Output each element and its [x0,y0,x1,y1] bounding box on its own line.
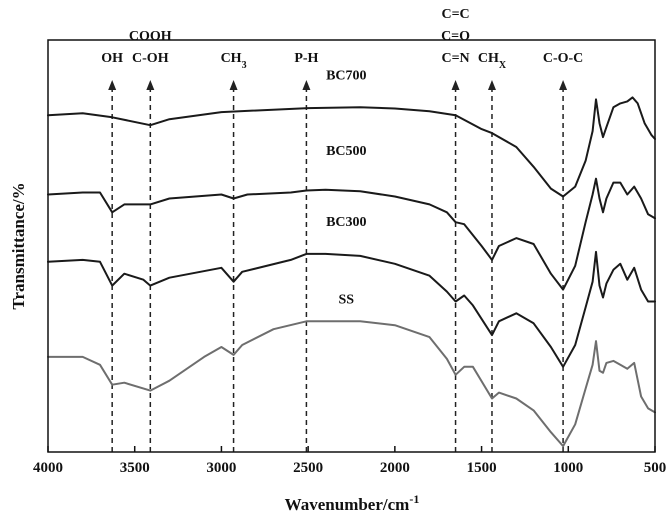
x-tick-label: 3500 [120,460,150,476]
band-label: CHX [478,51,507,71]
series-labels: BC700 BC500 BC300 SS [326,69,366,308]
band-labels: OH COOH C-OH CH3 P-H C=C C=O C=N CHX C-O-C [101,7,583,71]
band-label: C=C [441,7,469,22]
series-line-bc300 [47,250,656,368]
x-axis-title-sup: -1 [409,492,419,506]
x-axis-title: Wavenumber/cm-1 [285,492,420,514]
band-markers [108,80,568,452]
band-label: COOH [129,29,172,44]
band-marker-arrow [487,80,496,90]
x-axis-ticks: 4000 3500 3000 2500 2000 1500 1000 500 [33,446,666,476]
band-label: CH3 [221,51,247,71]
series-label-bc300: BC300 [326,215,366,230]
band-marker-arrow [108,80,117,90]
band-label: C-OH [132,51,169,66]
series-line-bc500 [47,177,656,291]
band-label: P-H [294,51,318,66]
series-label-bc500: BC500 [326,144,366,159]
x-tick-label: 500 [644,460,667,476]
series-label-ss: SS [339,292,355,307]
band-marker-arrow [302,80,311,90]
x-tick-label: 1500 [467,460,497,476]
series-label-bc700: BC700 [326,69,366,84]
band-label: C-O-C [543,51,583,66]
band-marker-arrow [229,80,238,90]
series-line-ss [47,320,656,448]
series-line-bc700 [47,96,656,198]
y-axis-title: Transmittance/% [9,182,28,309]
band-label: OH [101,51,123,66]
band-label: C=N [441,51,469,66]
x-tick-label: 4000 [33,460,63,476]
band-label: C=O [441,29,470,44]
x-tick-label: 3000 [206,460,236,476]
band-marker-arrow [559,80,568,90]
x-tick-label: 1000 [553,460,583,476]
x-axis-title-text: Wavenumber/cm [285,495,410,514]
band-marker-arrow [451,80,460,90]
band-marker-arrow [146,80,155,90]
spectra [47,96,656,448]
plot-frame [47,39,656,453]
x-tick-label: 2000 [380,460,410,476]
x-tick-label: 2500 [293,460,323,476]
